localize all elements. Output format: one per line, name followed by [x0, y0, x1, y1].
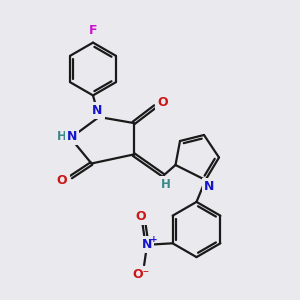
Text: O: O: [157, 96, 168, 110]
Text: N: N: [92, 104, 103, 117]
Text: O⁻: O⁻: [133, 268, 150, 281]
Text: H: H: [161, 178, 171, 191]
Text: N: N: [204, 180, 214, 193]
Text: O: O: [136, 209, 146, 223]
Text: O: O: [57, 173, 68, 187]
Text: N: N: [142, 238, 152, 251]
Text: +: +: [150, 235, 158, 244]
Text: N: N: [67, 130, 77, 143]
Text: H: H: [57, 130, 66, 143]
Text: F: F: [89, 23, 97, 37]
